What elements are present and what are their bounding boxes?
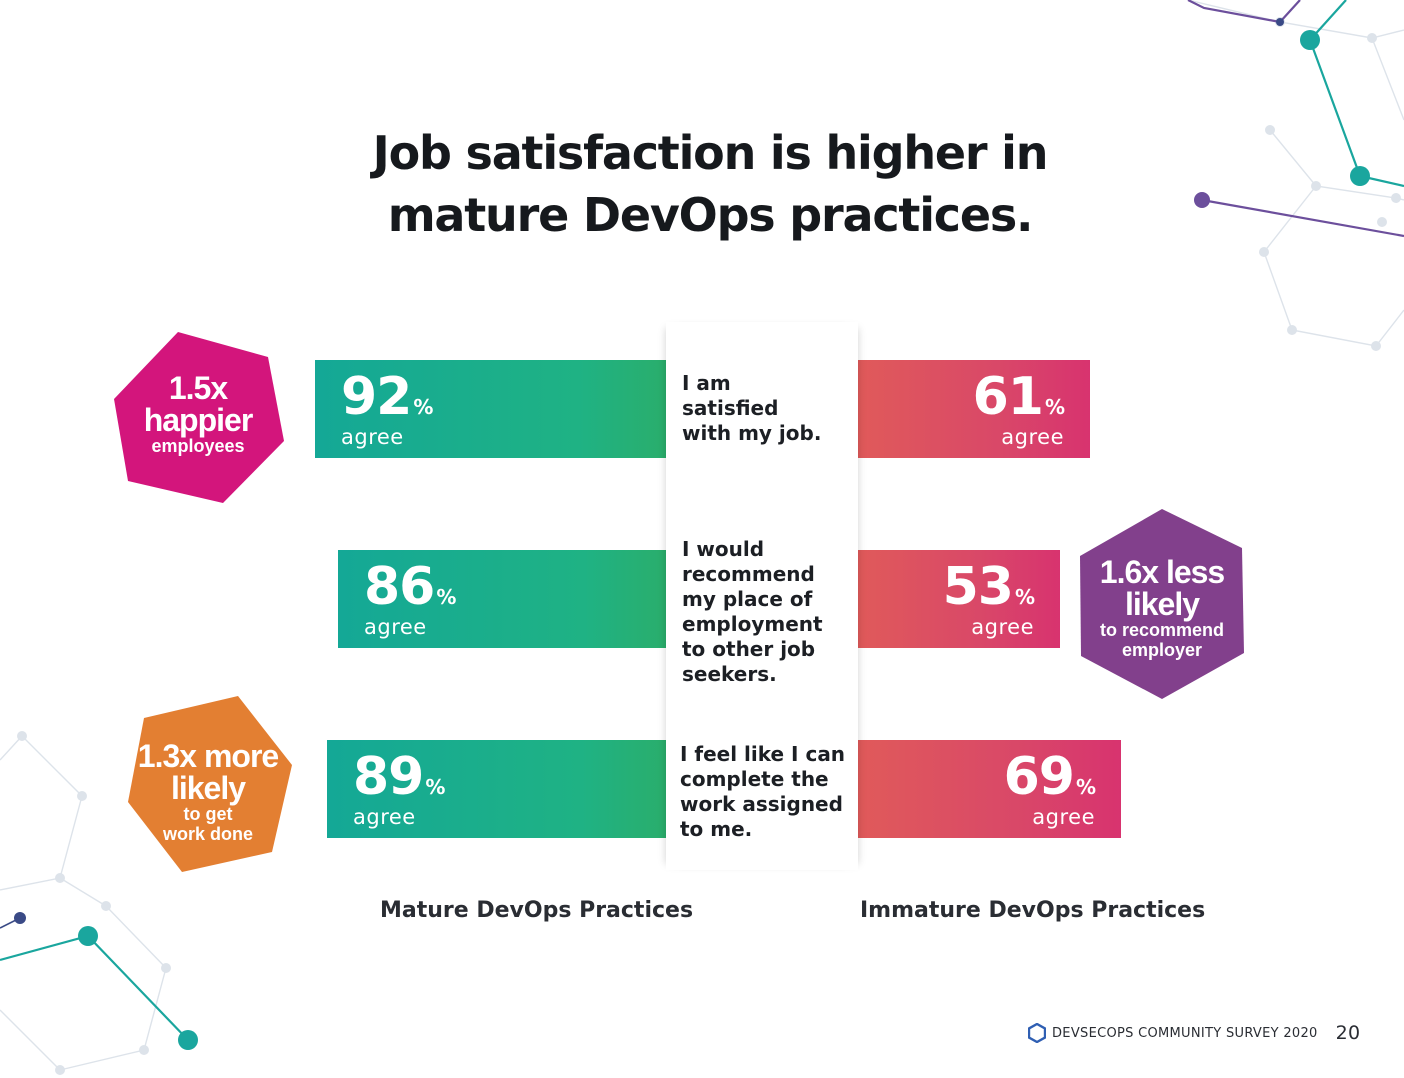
hexagon-logo-icon bbox=[1028, 1023, 1046, 1043]
immature-agree-2: agree bbox=[971, 615, 1034, 639]
immature-agree-3: agree bbox=[1032, 805, 1095, 829]
happier-callout-hexagon: 1.5x happier employees bbox=[98, 316, 298, 520]
mature-value-3: 89% bbox=[353, 747, 445, 807]
title-line-2: mature DevOps practices. bbox=[387, 188, 1034, 242]
mature-agree-2: agree bbox=[364, 615, 427, 639]
hexagon-shape-icon bbox=[104, 322, 294, 514]
title-line-1: Job satisfaction is higher in bbox=[372, 126, 1049, 180]
mature-value-2: 86% bbox=[364, 557, 456, 617]
footer-text: DEVSECOPS COMMUNITY SURVEY 2020 bbox=[1052, 1025, 1318, 1041]
recommend-callout-text: 1.6x less likely to recommend employer bbox=[1099, 554, 1225, 660]
mature-bar-3: 89% agree bbox=[327, 740, 666, 838]
recommend-callout-hexagon: 1.6x less likely to recommend employer bbox=[1064, 498, 1260, 712]
immature-legend-label: Immature DevOps Practices bbox=[860, 898, 1206, 923]
work-callout-hexagon: 1.3x more likely to get work done bbox=[110, 682, 306, 886]
mature-bar-1: 92% agree bbox=[315, 360, 666, 458]
happier-hexagon-fill bbox=[114, 332, 284, 503]
page-title: Job satisfaction is higher in mature Dev… bbox=[300, 122, 1120, 246]
recommend-hexagon-fill bbox=[1080, 509, 1244, 699]
page-footer: DEVSECOPS COMMUNITY SURVEY 2020 20 bbox=[1028, 1022, 1360, 1046]
mature-legend-label: Mature DevOps Practices bbox=[380, 898, 694, 923]
immature-bar-2: 53% agree bbox=[858, 550, 1060, 648]
immature-bar-1: 61% agree bbox=[858, 360, 1090, 458]
mature-agree-3: agree bbox=[353, 805, 416, 829]
mature-agree-1: agree bbox=[341, 425, 404, 449]
statement-3: I feel like I can complete the work assi… bbox=[680, 742, 846, 841]
immature-agree-1: agree bbox=[1001, 425, 1064, 449]
statement-1: I am satisfied with my job. bbox=[682, 371, 822, 445]
work-callout-text: 1.3x more likely to get work done bbox=[137, 738, 279, 844]
immature-value-2: 53% bbox=[942, 557, 1035, 617]
mature-bar-2: 86% agree bbox=[338, 550, 666, 648]
happier-callout-text: 1.5x happier employees bbox=[143, 370, 254, 456]
work-hexagon-fill bbox=[128, 696, 292, 872]
immature-bar-3: 69% agree bbox=[858, 740, 1121, 838]
immature-value-1: 61% bbox=[972, 367, 1065, 427]
statement-2: I would recommend my place of employment… bbox=[682, 537, 823, 686]
hexagon-shape-icon bbox=[1070, 498, 1254, 710]
hexagon-shape-icon bbox=[118, 686, 302, 882]
statement-column bbox=[666, 322, 858, 870]
mature-value-1: 92% bbox=[341, 367, 433, 427]
immature-value-3: 69% bbox=[1003, 747, 1096, 807]
page-number: 20 bbox=[1335, 1022, 1361, 1044]
